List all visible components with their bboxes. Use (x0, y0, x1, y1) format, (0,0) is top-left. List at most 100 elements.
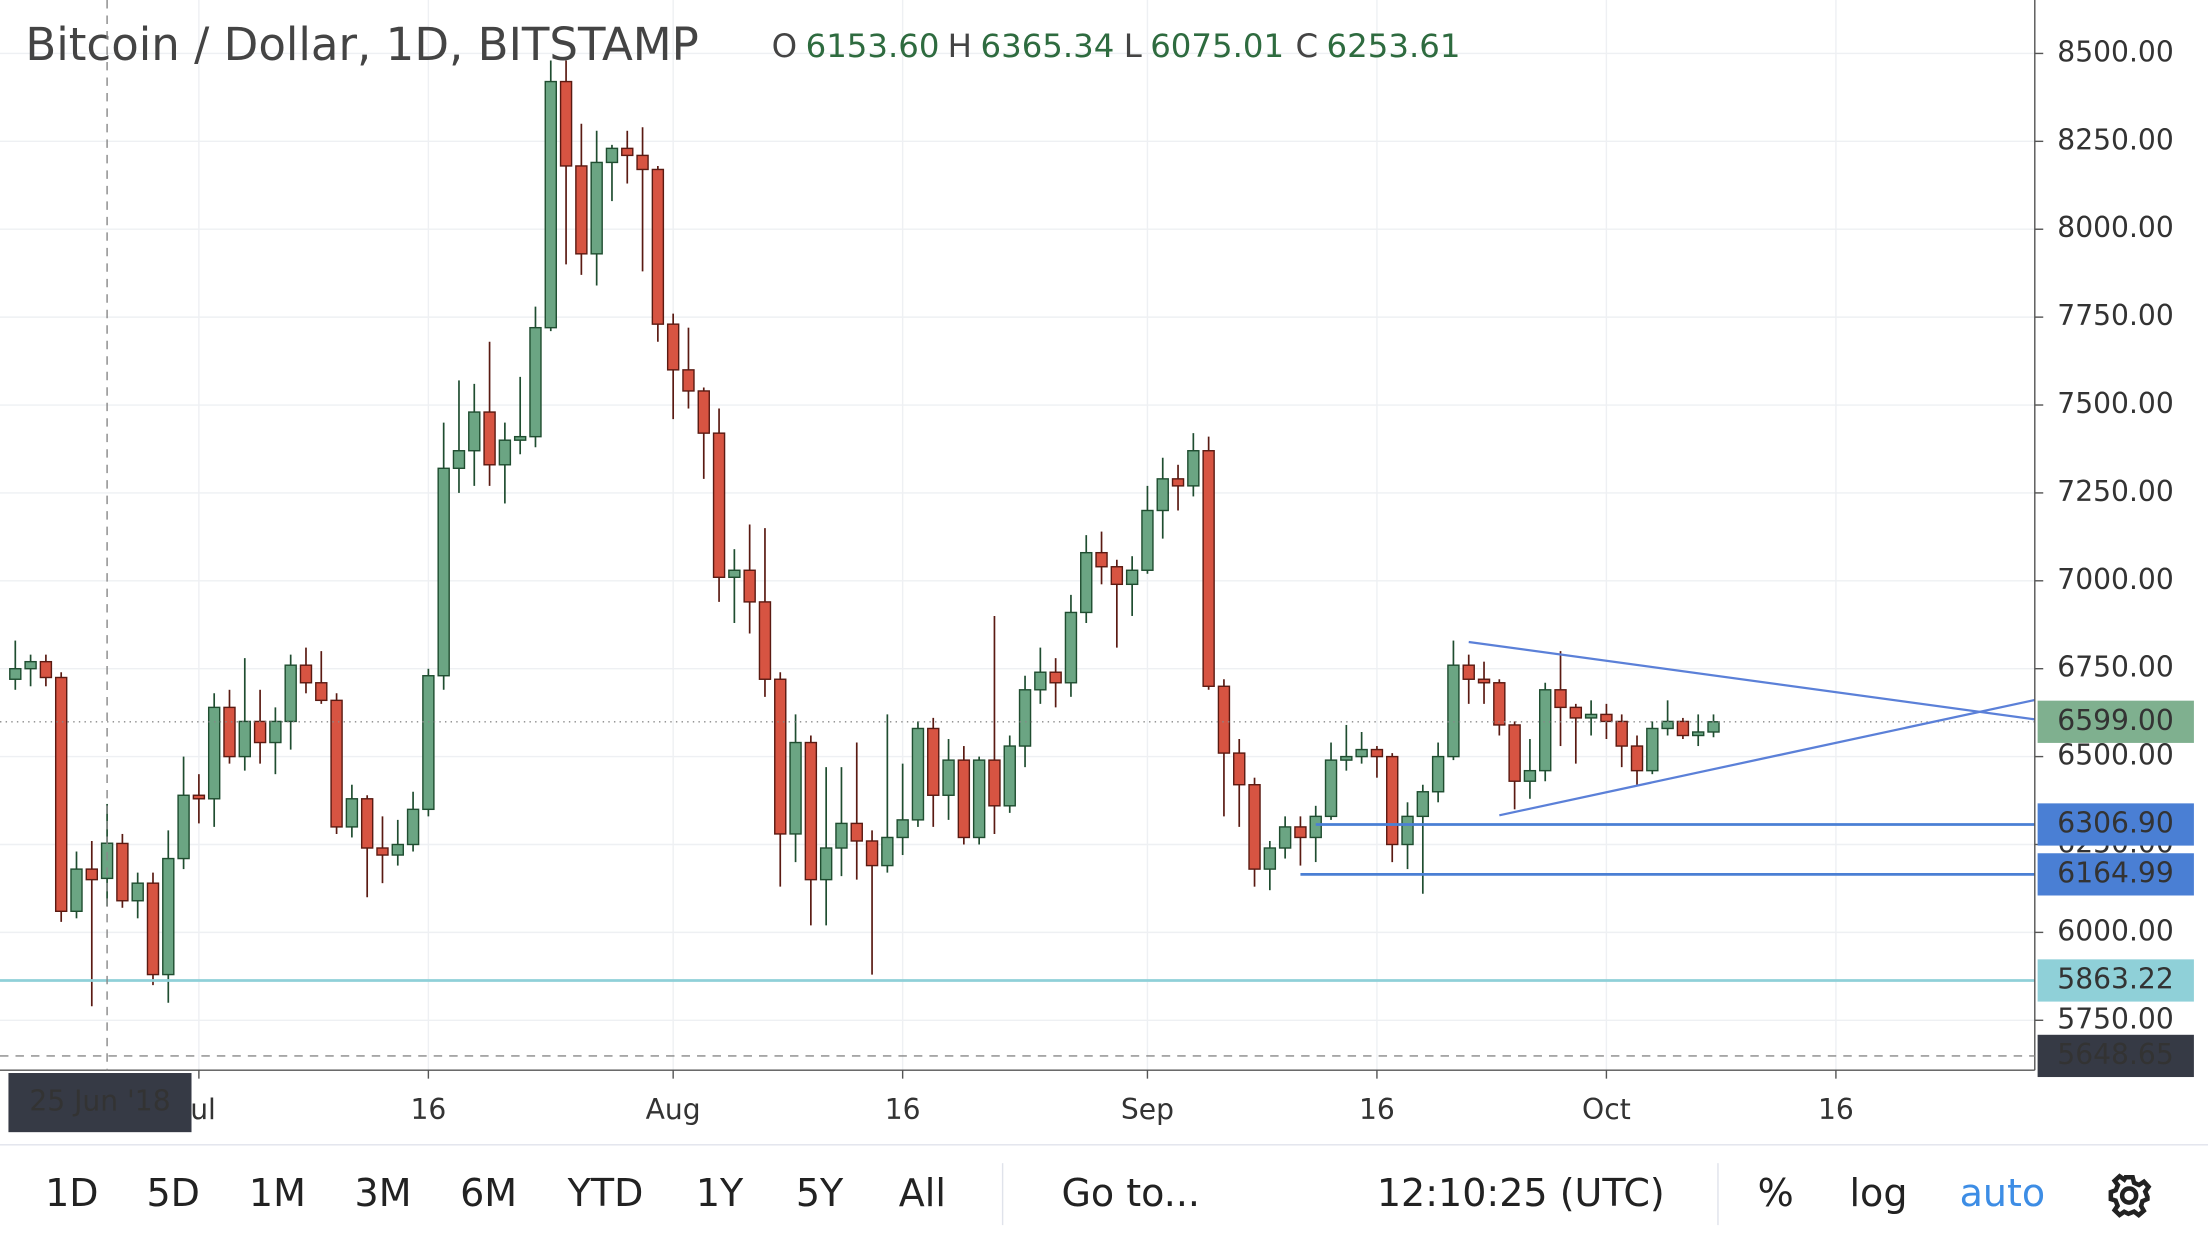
candle-body (1386, 755, 1399, 846)
candle-body (1401, 815, 1414, 846)
crosshair-price-label-box (2037, 1034, 2194, 1078)
ohlc-key: H (948, 27, 972, 65)
candle-body (284, 664, 297, 723)
hline-label-box (2037, 803, 2194, 846)
log-toggle[interactable]: log (1850, 1171, 1908, 1215)
candle-body (1355, 748, 1368, 758)
candle-body (651, 168, 665, 325)
candle-body (1569, 706, 1583, 719)
y-tick-label: 8000.00 (2057, 211, 2173, 244)
range-button[interactable]: 1Y (696, 1171, 744, 1215)
candle-body (1110, 566, 1124, 586)
candle-body (697, 390, 710, 434)
trend-line (1468, 640, 2035, 721)
candle-body (728, 569, 741, 578)
candle-body (406, 808, 420, 846)
candle-body (131, 882, 144, 902)
candle-body (1003, 745, 1016, 807)
candle-body (299, 664, 313, 684)
candle-body (1370, 748, 1384, 758)
candle-body (1202, 450, 1215, 687)
gear-teeth (2108, 1173, 2152, 1218)
candle-body (192, 794, 206, 800)
range-button[interactable]: All (899, 1171, 946, 1215)
range-button[interactable]: 1M (249, 1171, 306, 1215)
ohlc-legend: O 6153.60 H 6365.34 L 6075.01 C 6253.61 (772, 27, 1461, 65)
candle-body (544, 80, 557, 329)
percent-toggle[interactable]: % (1758, 1171, 1794, 1215)
candle-body (1431, 755, 1445, 793)
range-button[interactable]: 1D (45, 1171, 98, 1215)
hline-label: 5863.22 (2057, 962, 2173, 995)
hline-label: 6164.99 (2057, 856, 2173, 889)
ohlc-key: L (1124, 27, 1142, 65)
candle-body (468, 411, 481, 452)
candle-body (666, 323, 680, 371)
ohlc-item: H 6365.34 (948, 27, 1115, 65)
hline-label-box (2037, 959, 2194, 1002)
candle-body (9, 667, 22, 680)
candle-body (1416, 791, 1430, 818)
range-button[interactable]: 6M (460, 1171, 517, 1215)
y-tick-label: 6000.00 (2057, 914, 2173, 947)
plot (0, 60, 2035, 1007)
candle-body (269, 720, 282, 744)
candle-body (391, 843, 404, 856)
candle-body (1018, 689, 1032, 747)
candle-body (1508, 724, 1521, 782)
toolbar: 1D 5D 1M 3M 6M YTD 1Y 5Y All Go to... 12:10:25 (UT… (45, 1171, 2045, 1215)
auto-toggle[interactable]: auto (1960, 1171, 2046, 1215)
candle-body (1309, 815, 1322, 839)
range-button[interactable]: 5D (146, 1171, 199, 1215)
candle-body (1554, 689, 1567, 709)
candle-body (850, 822, 863, 842)
x-tick-label: Aug (646, 1093, 701, 1126)
candle-body (1278, 826, 1292, 849)
y-tick-label: 7250.00 (2057, 475, 2173, 508)
clock[interactable]: 12:10:25 (UTC) (1377, 1171, 1665, 1215)
candle-body (927, 727, 940, 796)
candle-body (1156, 478, 1169, 512)
candle-body (1049, 671, 1062, 684)
y-tick-label: 8500.00 (2057, 35, 2173, 68)
ohlc-value: 6075.01 (1150, 27, 1284, 65)
candle-body (743, 569, 756, 603)
candle-body (988, 759, 1001, 807)
candle-body (896, 819, 909, 839)
candle-body (942, 759, 955, 796)
candle-body (819, 847, 833, 881)
candle-body (1233, 752, 1246, 786)
range-button[interactable]: 5Y (796, 1171, 844, 1215)
x-tick-label: Oct (1582, 1093, 1631, 1126)
candle-body (1615, 720, 1628, 747)
candle-body (54, 676, 68, 912)
goto-button[interactable]: Go to... (1061, 1171, 1200, 1215)
range-button[interactable]: YTD (567, 1171, 644, 1215)
candle-body (452, 450, 466, 470)
y-tick-label: 5750.00 (2057, 1002, 2173, 1035)
candle-body (1646, 727, 1659, 772)
candle-body (605, 147, 619, 164)
ohlc-key: O (772, 27, 797, 65)
ohlc-item: C 6253.61 (1296, 27, 1461, 65)
candle-body (529, 326, 542, 438)
candle-body (1248, 784, 1261, 870)
candle-body (575, 165, 588, 255)
settings-icon[interactable] (2108, 1173, 2152, 1218)
candle-body (1324, 759, 1338, 818)
candle-body (911, 727, 925, 821)
candle-body (498, 439, 512, 466)
candle-body (881, 836, 894, 867)
candle-body (39, 660, 53, 679)
range-button[interactable]: 3M (355, 1171, 412, 1215)
candle-body (24, 660, 37, 670)
candle-body (1340, 755, 1353, 761)
crosshair-date-label: 25 Jun '18 (29, 1085, 170, 1118)
candle-body (422, 675, 435, 811)
candle-body (1187, 450, 1200, 487)
candle-body (238, 720, 251, 758)
axes: 5750.006000.006250.006500.006750.007000.… (180, 35, 2174, 1126)
candle-body (177, 794, 190, 860)
candle-body (376, 847, 389, 856)
